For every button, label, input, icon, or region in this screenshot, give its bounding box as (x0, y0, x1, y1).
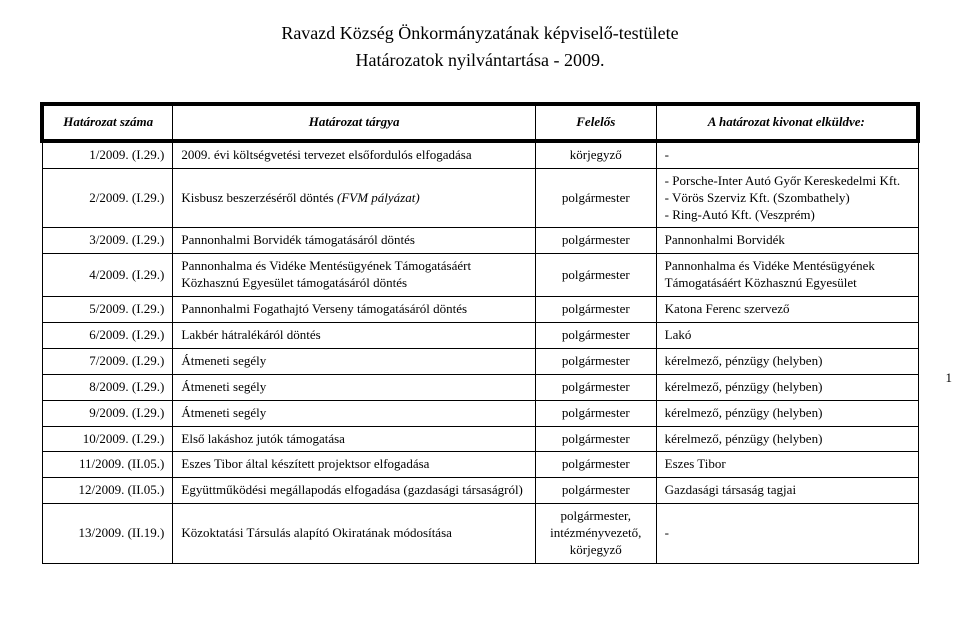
cell-responsible: körjegyző (535, 141, 656, 168)
cell-subject: Lakbér hátralékáról döntés (173, 323, 535, 349)
cell-responsible: polgármester (535, 228, 656, 254)
header-resp: Felelős (535, 104, 656, 141)
header-num: Határozat száma (42, 104, 173, 141)
cell-num: 13/2009. (II.19.) (42, 504, 173, 564)
cell-sent: Lakó (656, 323, 918, 349)
cell-sent: Pannonhalmi Borvidék (656, 228, 918, 254)
cell-responsible: polgármester (535, 348, 656, 374)
cell-num: 11/2009. (II.05.) (42, 452, 173, 478)
cell-responsible: polgármester (535, 254, 656, 297)
table-row: 3/2009. (I.29.)Pannonhalmi Borvidék támo… (42, 228, 918, 254)
cell-sent: kérelmező, pénzügy (helyben) (656, 426, 918, 452)
cell-responsible: polgármester (535, 452, 656, 478)
cell-subject: Átmeneti segély (173, 348, 535, 374)
cell-num: 12/2009. (II.05.) (42, 478, 173, 504)
table-row: 12/2009. (II.05.)Együttműködési megállap… (42, 478, 918, 504)
cell-num: 9/2009. (I.29.) (42, 400, 173, 426)
cell-num: 2/2009. (I.29.) (42, 168, 173, 228)
cell-responsible: polgármester (535, 426, 656, 452)
title-block: Ravazd Község Önkormányzatának képviselő… (40, 20, 920, 74)
cell-subject: Közoktatási Társulás alapító Okiratának … (173, 504, 535, 564)
cell-subject: Első lakáshoz jutók támogatása (173, 426, 535, 452)
table-header-row: Határozat száma Határozat tárgya Felelős… (42, 104, 918, 141)
cell-sent: Pannonhalma és Vidéke Mentésügyének Támo… (656, 254, 918, 297)
cell-num: 10/2009. (I.29.) (42, 426, 173, 452)
cell-num: 4/2009. (I.29.) (42, 254, 173, 297)
cell-sent: Katona Ferenc szervező (656, 297, 918, 323)
cell-sent: Gazdasági társaság tagjai (656, 478, 918, 504)
cell-sent: Porsche-Inter Autó Győr Kereskedelmi Kft… (656, 168, 918, 228)
table-row: 8/2009. (I.29.)Átmeneti segélypolgármest… (42, 374, 918, 400)
cell-num: 5/2009. (I.29.) (42, 297, 173, 323)
table-row: 6/2009. (I.29.)Lakbér hátralékáról dönté… (42, 323, 918, 349)
sent-list-item: Vörös Szerviz Kft. (Szombathely) (665, 190, 910, 207)
cell-responsible: polgármester (535, 168, 656, 228)
resolutions-table: Határozat száma Határozat tárgya Felelős… (40, 102, 920, 564)
cell-subject: Átmeneti segély (173, 400, 535, 426)
cell-sent: kérelmező, pénzügy (helyben) (656, 374, 918, 400)
table-row: 1/2009. (I.29.)2009. évi költségvetési t… (42, 141, 918, 168)
sent-list-item: Porsche-Inter Autó Győr Kereskedelmi Kft… (665, 173, 910, 190)
sent-list-item: Ring-Autó Kft. (Veszprém) (665, 207, 910, 224)
cell-responsible: polgármester (535, 478, 656, 504)
table-row: 9/2009. (I.29.)Átmeneti segélypolgármest… (42, 400, 918, 426)
table-row: 2/2009. (I.29.)Kisbusz beszerzéséről dön… (42, 168, 918, 228)
cell-sent: - (656, 504, 918, 564)
cell-responsible: polgármester (535, 323, 656, 349)
cell-subject: Átmeneti segély (173, 374, 535, 400)
cell-responsible: polgármester (535, 297, 656, 323)
table-row: 13/2009. (II.19.)Közoktatási Társulás al… (42, 504, 918, 564)
cell-num: 6/2009. (I.29.) (42, 323, 173, 349)
cell-num: 8/2009. (I.29.) (42, 374, 173, 400)
cell-subject: Pannonhalmi Fogathajtó Verseny támogatás… (173, 297, 535, 323)
cell-subject: 2009. évi költségvetési tervezet elsőfor… (173, 141, 535, 168)
header-subj: Határozat tárgya (173, 104, 535, 141)
cell-sent: Eszes Tibor (656, 452, 918, 478)
title-line-1: Ravazd Község Önkormányzatának képviselő… (40, 20, 920, 47)
table-row: 4/2009. (I.29.)Pannonhalma és Vidéke Men… (42, 254, 918, 297)
cell-responsible: polgármester (535, 374, 656, 400)
cell-subject: Pannonhalma és Vidéke Mentésügyének Támo… (173, 254, 535, 297)
cell-sent: - (656, 141, 918, 168)
cell-subject: Pannonhalmi Borvidék támogatásáról dönté… (173, 228, 535, 254)
cell-subject: Együttműködési megállapodás elfogadása (… (173, 478, 535, 504)
header-sent: A határozat kivonat elküldve: (656, 104, 918, 141)
cell-sent: kérelmező, pénzügy (helyben) (656, 400, 918, 426)
cell-sent: kérelmező, pénzügy (helyben) (656, 348, 918, 374)
cell-responsible: polgármester (535, 400, 656, 426)
table-row: 7/2009. (I.29.)Átmeneti segélypolgármest… (42, 348, 918, 374)
cell-num: 3/2009. (I.29.) (42, 228, 173, 254)
cell-subject: Kisbusz beszerzéséről döntés (FVM pályáz… (173, 168, 535, 228)
document-page: Ravazd Község Önkormányzatának képviselő… (0, 0, 960, 604)
table-row: 5/2009. (I.29.)Pannonhalmi Fogathajtó Ve… (42, 297, 918, 323)
cell-subject: Eszes Tibor által készített projektsor e… (173, 452, 535, 478)
table-row: 10/2009. (I.29.)Első lakáshoz jutók támo… (42, 426, 918, 452)
table-row: 11/2009. (II.05.)Eszes Tibor által készí… (42, 452, 918, 478)
cell-num: 1/2009. (I.29.) (42, 141, 173, 168)
title-line-2: Határozatok nyilvántartása - 2009. (40, 47, 920, 74)
page-number: 1 (946, 370, 953, 386)
cell-num: 7/2009. (I.29.) (42, 348, 173, 374)
cell-responsible: polgármester, intézményvezető, körjegyző (535, 504, 656, 564)
